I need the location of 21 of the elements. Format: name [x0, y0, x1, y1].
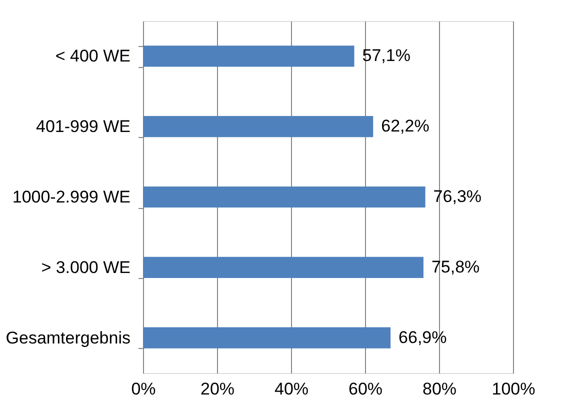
- y-tick-label: > 3.000 WE: [41, 258, 130, 277]
- x-tick-label: 0%: [131, 380, 156, 398]
- y-tick-label: 401-999 WE: [36, 117, 130, 136]
- x-tick-label: 80%: [422, 380, 457, 398]
- x-tick-label: 20%: [200, 380, 235, 398]
- bar: [143, 46, 354, 67]
- data-label: 76,3%: [433, 187, 482, 206]
- data-label: 75,8%: [431, 257, 480, 276]
- data-label: 57,1%: [362, 46, 410, 66]
- x-tick-label: 40%: [274, 380, 309, 398]
- data-label: 66,9%: [398, 328, 447, 347]
- bar: [143, 327, 391, 348]
- data-label: 62,2%: [381, 116, 430, 136]
- y-tick-label: 1000-2.999 WE: [12, 188, 130, 206]
- bar: [143, 186, 426, 208]
- y-tick-label: < 400 WE: [55, 46, 130, 66]
- y-tick-label: Gesamtergebnis: [6, 328, 130, 348]
- x-tick-label: 60%: [348, 380, 383, 398]
- x-tick-label: 100%: [492, 380, 536, 398]
- bar: [143, 116, 374, 138]
- bar: [143, 256, 424, 278]
